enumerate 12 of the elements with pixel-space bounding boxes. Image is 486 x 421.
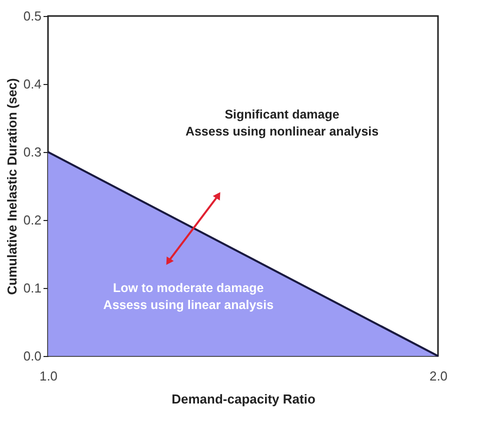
y-axis-title: Cumulative Inelastic Duration (sec) [4,78,20,295]
x-axis-title: Demand-capacity Ratio [172,392,316,406]
y-tick-label: 0.2 [23,212,42,228]
y-tick-label: 0.5 [23,8,42,24]
annotation: Low to moderate damage Assess using linear analysis [103,281,274,312]
annotation: Significant damage Assess using nonlinear analysis [185,108,379,139]
x-tick-label: 2.0 [429,368,448,384]
y-tick-label: 0.1 [23,280,42,296]
y-tick-label: 0.4 [23,76,42,92]
y-tick-label: 0.3 [23,144,42,160]
y-tick-label: 0.0 [23,348,42,364]
x-tick-label: 1.0 [39,368,58,384]
